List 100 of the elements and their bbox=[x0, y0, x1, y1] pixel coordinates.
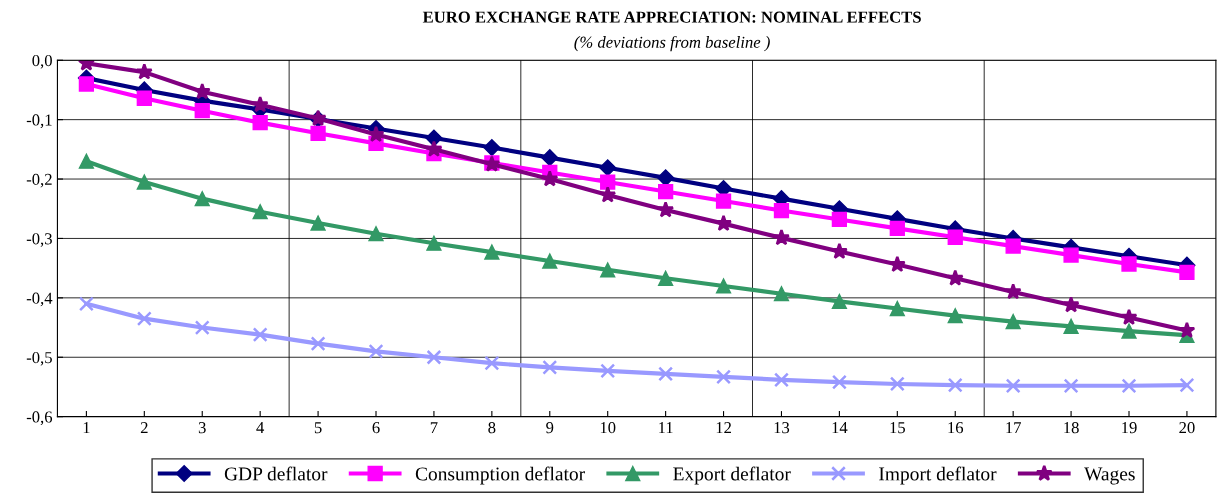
point bbox=[541, 149, 559, 167]
point bbox=[715, 278, 732, 294]
point bbox=[484, 244, 500, 260]
point bbox=[1005, 238, 1021, 254]
point bbox=[1062, 296, 1080, 313]
point bbox=[716, 369, 732, 385]
point bbox=[1179, 264, 1195, 280]
point bbox=[252, 327, 268, 343]
point bbox=[889, 300, 905, 317]
point bbox=[1063, 378, 1079, 394]
point bbox=[484, 355, 500, 371]
point bbox=[889, 376, 905, 392]
point bbox=[889, 220, 905, 236]
point bbox=[1063, 247, 1079, 263]
point bbox=[136, 90, 152, 106]
point bbox=[310, 125, 326, 141]
point bbox=[946, 269, 964, 286]
x-tick-label: 9 bbox=[546, 422, 554, 434]
chart-title: EURO EXCHANGE RATE APPRECIATION: NOMINAL EFFECTS bbox=[422, 11, 921, 23]
point bbox=[1120, 308, 1138, 325]
x-tick-label: 4 bbox=[256, 422, 265, 434]
point bbox=[657, 201, 675, 218]
x-tick-label: 11 bbox=[659, 422, 673, 434]
x-tick-label: 6 bbox=[372, 422, 380, 434]
point bbox=[1179, 377, 1195, 393]
point bbox=[599, 186, 617, 203]
y-tick-label: -0,6 bbox=[26, 411, 53, 426]
point bbox=[1121, 378, 1137, 394]
legend-label: Import deflator bbox=[879, 466, 997, 485]
x-tick-label: 17 bbox=[1006, 422, 1022, 434]
point bbox=[252, 114, 268, 131]
point bbox=[773, 372, 789, 388]
point bbox=[136, 311, 152, 327]
x-tick-label: 18 bbox=[1064, 422, 1079, 434]
point bbox=[541, 170, 559, 187]
point bbox=[193, 82, 211, 100]
point bbox=[773, 202, 790, 219]
x-tick-label: 3 bbox=[198, 422, 206, 434]
chart-subtitle: (% deviations from baseline ) bbox=[574, 35, 770, 52]
x-tick-label: 1 bbox=[83, 422, 90, 434]
point bbox=[368, 343, 384, 359]
x-tick-label: 14 bbox=[832, 422, 848, 434]
point bbox=[1063, 318, 1079, 335]
x-tick-label: 7 bbox=[430, 422, 438, 434]
x-tick-label: 13 bbox=[774, 422, 790, 434]
x-tick-label: 15 bbox=[890, 422, 905, 434]
point bbox=[194, 320, 210, 336]
point bbox=[78, 296, 94, 312]
point bbox=[252, 204, 268, 220]
point bbox=[715, 193, 732, 209]
legend-label: Export deflator bbox=[673, 466, 791, 485]
point bbox=[1005, 313, 1021, 330]
x-tick-label: 8 bbox=[488, 422, 496, 434]
point bbox=[78, 153, 95, 169]
point bbox=[368, 226, 384, 242]
point bbox=[425, 140, 443, 157]
y-tick-label: -0,2 bbox=[26, 173, 52, 188]
x-tick-label: 2 bbox=[140, 422, 148, 434]
point bbox=[483, 139, 501, 157]
legend-label: GDP deflator bbox=[224, 466, 328, 481]
y-tick-label: -0,3 bbox=[26, 233, 52, 247]
x-tick-label: 5 bbox=[314, 422, 322, 434]
point bbox=[542, 253, 558, 269]
point bbox=[194, 191, 210, 207]
point bbox=[310, 336, 326, 352]
x-tick-label: 10 bbox=[600, 422, 616, 434]
point bbox=[1004, 283, 1022, 300]
legend-label: Consumption deflator bbox=[415, 466, 585, 485]
point bbox=[251, 95, 269, 113]
point bbox=[542, 359, 558, 375]
point bbox=[657, 183, 674, 200]
point bbox=[657, 270, 674, 286]
point bbox=[1121, 323, 1137, 339]
point bbox=[947, 377, 963, 393]
y-tick-label: -0,1 bbox=[26, 114, 52, 128]
point bbox=[194, 103, 210, 119]
x-tick-label: 19 bbox=[1122, 422, 1137, 434]
point bbox=[947, 308, 963, 324]
point bbox=[831, 293, 848, 310]
point bbox=[947, 229, 963, 245]
point bbox=[831, 211, 848, 228]
point bbox=[426, 349, 442, 365]
point bbox=[1005, 378, 1021, 394]
x-tick-label: 16 bbox=[948, 422, 964, 434]
point bbox=[600, 262, 616, 278]
point bbox=[78, 76, 95, 92]
point bbox=[600, 363, 616, 379]
point bbox=[600, 174, 616, 190]
point bbox=[773, 286, 790, 302]
point bbox=[135, 63, 153, 80]
legend-label: Wages bbox=[1084, 467, 1135, 485]
y-tick-label: -0,5 bbox=[26, 351, 52, 366]
point bbox=[599, 159, 617, 177]
y-tick-label: 0,0 bbox=[32, 54, 52, 69]
point bbox=[426, 235, 442, 251]
point bbox=[136, 174, 152, 190]
point bbox=[1121, 256, 1137, 272]
x-tick-label: 20 bbox=[1179, 422, 1195, 434]
point bbox=[658, 366, 674, 382]
x-tick-label: 12 bbox=[716, 422, 731, 434]
